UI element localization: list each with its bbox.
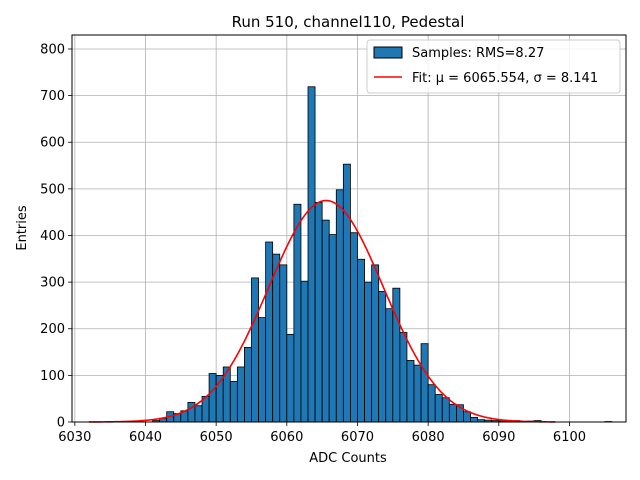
histogram-bar bbox=[236, 366, 245, 423]
histogram-bar bbox=[265, 241, 274, 423]
legend-label-samples: Samples: RMS=8.27 bbox=[412, 46, 544, 61]
chart-title: Run 510, channel110, Pedestal bbox=[232, 13, 465, 31]
x-tick-label: 6050 bbox=[200, 430, 233, 445]
y-tick-label: 100 bbox=[40, 369, 65, 384]
y-tick-label: 0 bbox=[57, 416, 65, 431]
x-tick-label: 6100 bbox=[553, 430, 586, 445]
histogram-bar bbox=[208, 373, 217, 423]
histogram-bar bbox=[286, 333, 295, 423]
y-tick-label: 800 bbox=[40, 42, 65, 57]
histogram-bar bbox=[463, 411, 471, 423]
histogram-bar bbox=[441, 397, 450, 423]
histogram-bar bbox=[364, 281, 373, 423]
plot-frame bbox=[71, 34, 627, 423]
histogram-bar bbox=[279, 264, 288, 423]
histogram-bar bbox=[258, 317, 267, 423]
y-tick-label: 300 bbox=[40, 276, 65, 291]
y-axis-label: Entries bbox=[15, 205, 30, 251]
histogram-bar bbox=[328, 234, 337, 423]
legend: Samples: RMS=8.27 Fit: μ = 6065.554, σ =… bbox=[366, 39, 621, 94]
histogram-bar bbox=[385, 308, 394, 423]
y-tick-label: 500 bbox=[40, 182, 65, 197]
histogram-bar bbox=[251, 277, 259, 423]
histogram-bar bbox=[371, 264, 380, 423]
x-tick-label: 6040 bbox=[129, 430, 162, 445]
legend-label-fit: Fit: μ = 6065.554, σ = 8.141 bbox=[412, 71, 598, 86]
histogram-bar bbox=[434, 394, 443, 423]
histogram-bar bbox=[229, 381, 238, 423]
histogram-bar bbox=[307, 86, 316, 423]
histogram-bar bbox=[413, 364, 422, 423]
x-tick-label: 6060 bbox=[270, 430, 303, 445]
histogram-bars bbox=[152, 86, 613, 423]
histogram-bar bbox=[293, 203, 302, 423]
histogram-bar bbox=[194, 405, 203, 423]
y-tick-label: 200 bbox=[40, 322, 65, 337]
x-tick-label: 6080 bbox=[412, 430, 445, 445]
y-tick-label: 700 bbox=[40, 89, 65, 104]
legend-box bbox=[366, 39, 621, 94]
histogram-bar bbox=[399, 332, 408, 423]
histogram-bar bbox=[350, 232, 358, 423]
y-axis-ticks: 0 100 200 300 400 500 600 700 800 bbox=[40, 42, 72, 431]
histogram-bar bbox=[406, 360, 415, 423]
histogram-bar bbox=[470, 416, 479, 423]
histogram-bar bbox=[427, 384, 436, 423]
histogram-bar bbox=[272, 253, 281, 423]
histogram-bar bbox=[378, 291, 387, 423]
fit-curve bbox=[88, 199, 556, 423]
legend-swatch-samples bbox=[373, 46, 403, 59]
histogram-bar bbox=[244, 346, 252, 423]
histogram-bar bbox=[392, 287, 401, 423]
fit-curve-layer bbox=[88, 199, 556, 423]
histogram-bar bbox=[420, 343, 429, 423]
histogram-bar bbox=[335, 189, 344, 423]
histogram-bar bbox=[342, 163, 351, 423]
x-tick-label: 6030 bbox=[58, 430, 91, 445]
x-tick-label: 6090 bbox=[482, 430, 515, 445]
x-axis-label: ADC Counts bbox=[309, 451, 387, 466]
x-tick-label: 6070 bbox=[341, 430, 374, 445]
histogram-bar bbox=[321, 219, 330, 423]
x-axis-ticks: 6030 6040 6050 6060 6070 6080 6090 6100 bbox=[58, 422, 586, 445]
histogram-bar bbox=[314, 201, 323, 423]
histogram-bar bbox=[357, 258, 365, 423]
histogram-bar bbox=[448, 403, 457, 423]
y-tick-label: 600 bbox=[40, 136, 65, 151]
histogram-bar bbox=[300, 280, 309, 423]
y-tick-label: 400 bbox=[40, 229, 65, 244]
